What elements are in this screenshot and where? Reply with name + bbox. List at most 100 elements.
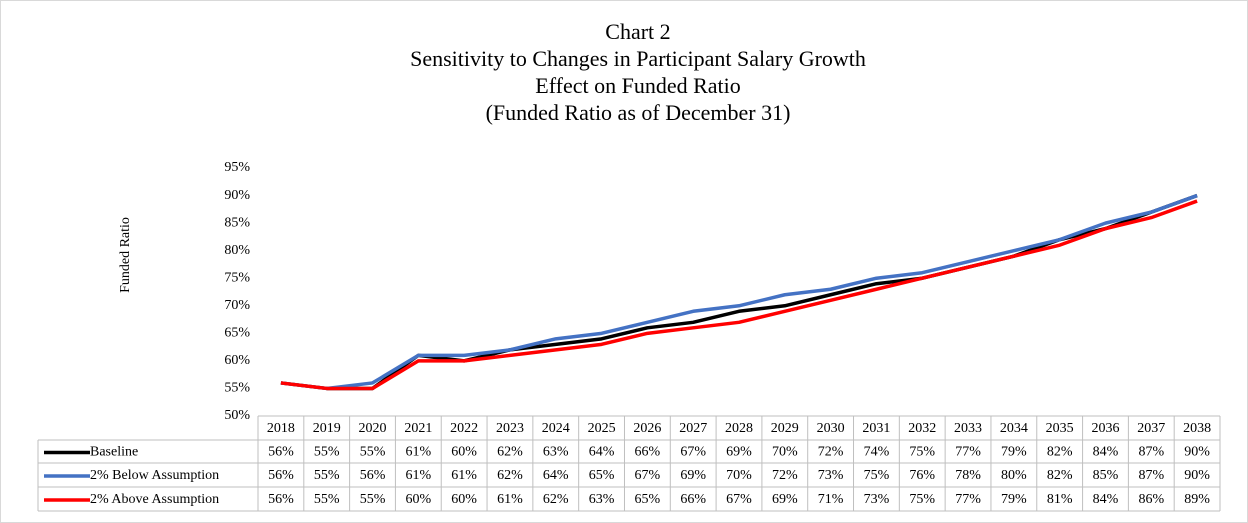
x-tick-label: 2035 (1046, 421, 1074, 436)
data-label: 60% (451, 445, 477, 460)
x-tick-label: 2026 (633, 421, 661, 436)
x-tick-label: 2023 (496, 421, 524, 436)
series-line (280, 193, 1198, 391)
data-label: 90% (1184, 468, 1210, 483)
data-label: 62% (543, 492, 569, 507)
data-label: 55% (360, 445, 386, 460)
x-tick-label: 2018 (267, 421, 295, 436)
y-tick-label: 65% (224, 326, 250, 341)
x-tick-label: 2027 (679, 421, 707, 436)
x-tick-label: 2020 (359, 421, 387, 436)
data-label: 89% (1184, 492, 1210, 507)
data-label: 61% (405, 445, 431, 460)
data-label: 77% (955, 492, 981, 507)
y-tick-label: 70% (224, 298, 250, 313)
legend-label: 2% Above Assumption (90, 492, 219, 507)
y-tick-label: 90% (224, 188, 250, 203)
series-line (280, 193, 1198, 391)
data-label: 62% (497, 445, 523, 460)
x-tick-label: 2037 (1137, 421, 1165, 436)
data-label: 61% (405, 468, 431, 483)
data-label: 56% (268, 445, 294, 460)
x-tick-label: 2038 (1183, 421, 1211, 436)
data-label: 66% (680, 492, 706, 507)
data-label: 79% (1001, 445, 1027, 460)
data-label: 73% (864, 492, 890, 507)
data-label: 63% (543, 445, 569, 460)
x-tick-label: 2036 (1091, 421, 1119, 436)
data-label: 70% (726, 468, 752, 483)
data-label: 61% (451, 468, 477, 483)
x-tick-label: 2030 (817, 421, 845, 436)
data-label: 67% (635, 468, 661, 483)
x-tick-label: 2029 (771, 421, 799, 436)
data-label: 65% (589, 468, 615, 483)
data-label: 80% (1001, 468, 1027, 483)
data-label: 73% (818, 468, 844, 483)
legend-label: 2% Below Assumption (90, 468, 219, 483)
data-label: 56% (268, 492, 294, 507)
data-label: 64% (589, 445, 615, 460)
data-label: 64% (543, 468, 569, 483)
legend-label: Baseline (90, 445, 138, 460)
data-label: 87% (1138, 445, 1164, 460)
data-label: 74% (864, 445, 890, 460)
data-label: 55% (314, 445, 340, 460)
x-tick-label: 2025 (588, 421, 616, 436)
data-label: 69% (680, 468, 706, 483)
x-tick-label: 2031 (862, 421, 890, 436)
data-label: 76% (909, 468, 935, 483)
data-label: 85% (1093, 468, 1119, 483)
x-tick-label: 2034 (1000, 421, 1028, 436)
x-tick-label: 2024 (542, 421, 570, 436)
data-label: 55% (314, 492, 340, 507)
data-label: 82% (1047, 445, 1073, 460)
x-tick-label: 2019 (313, 421, 341, 436)
y-tick-label: 85% (224, 215, 250, 230)
y-axis-label: Funded Ratio (118, 217, 133, 293)
data-label: 67% (680, 445, 706, 460)
data-label: 67% (726, 492, 752, 507)
data-label: 62% (497, 468, 523, 483)
data-label: 75% (909, 445, 935, 460)
data-label: 60% (451, 492, 477, 507)
x-tick-label: 2022 (450, 421, 478, 436)
data-label: 84% (1093, 445, 1119, 460)
data-label: 69% (772, 492, 798, 507)
chart-title: Effect on Funded Ratio (535, 73, 741, 98)
y-tick-label: 75% (224, 270, 250, 285)
data-label: 63% (589, 492, 615, 507)
y-tick-label: 80% (224, 243, 250, 258)
chart-title: Chart 2 (605, 19, 670, 44)
data-label: 84% (1093, 492, 1119, 507)
data-label: 66% (635, 445, 661, 460)
y-tick-label: 55% (224, 381, 250, 396)
x-tick-label: 2028 (725, 421, 753, 436)
data-label: 75% (864, 468, 890, 483)
data-label: 61% (497, 492, 523, 507)
y-tick-label: 60% (224, 353, 250, 368)
data-label: 56% (360, 468, 386, 483)
data-label: 77% (955, 445, 981, 460)
data-label: 90% (1184, 445, 1210, 460)
data-label: 78% (955, 468, 981, 483)
x-tick-label: 2032 (908, 421, 936, 436)
y-tick-label: 50% (224, 408, 250, 423)
data-label: 55% (360, 492, 386, 507)
data-label: 86% (1138, 492, 1164, 507)
data-label: 72% (818, 445, 844, 460)
data-label: 69% (726, 445, 752, 460)
data-label: 87% (1138, 468, 1164, 483)
series-line (280, 199, 1198, 391)
y-tick-label: 95% (224, 160, 250, 175)
data-label: 79% (1001, 492, 1027, 507)
x-tick-label: 2021 (404, 421, 432, 436)
data-label: 82% (1047, 468, 1073, 483)
data-label: 81% (1047, 492, 1073, 507)
data-label: 65% (635, 492, 661, 507)
data-label: 60% (405, 492, 431, 507)
data-label: 70% (772, 445, 798, 460)
data-label: 56% (268, 468, 294, 483)
chart-title: (Funded Ratio as of December 31) (486, 100, 791, 125)
